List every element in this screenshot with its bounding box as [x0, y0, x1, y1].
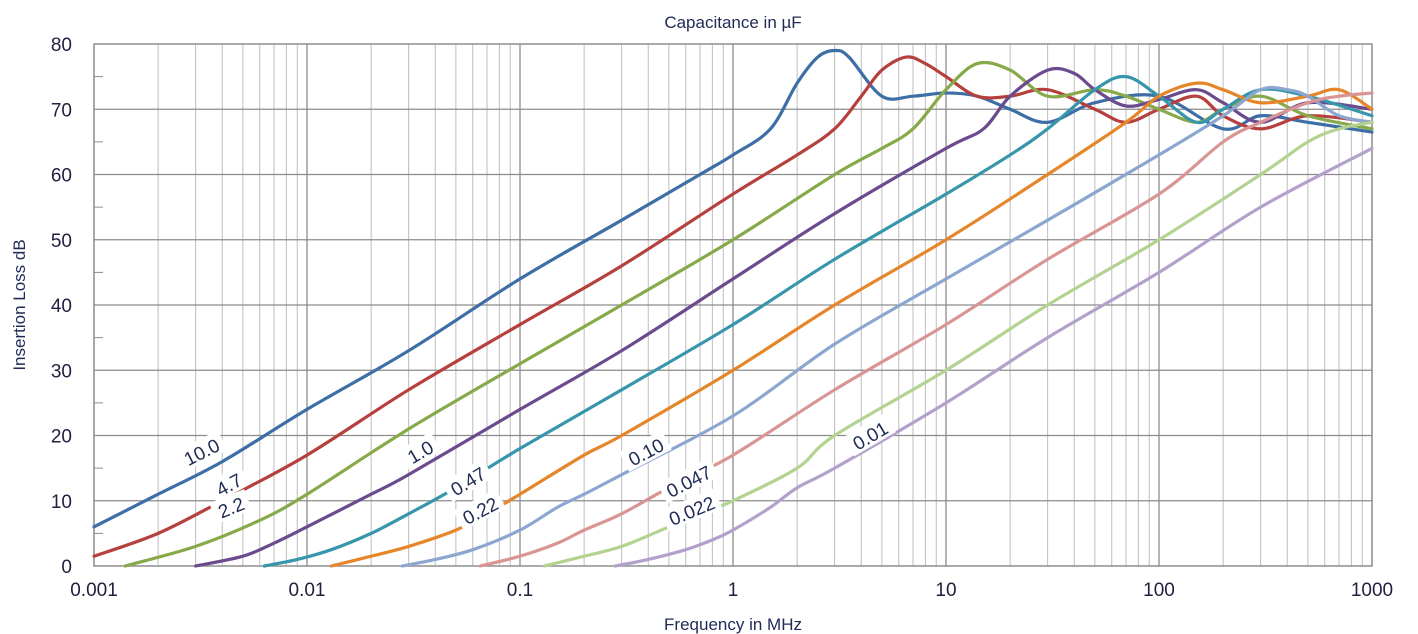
curve-label-background [843, 413, 896, 457]
series-lines [92, 48, 1374, 568]
x-axis-tick-labels: 0.001 0.01 0.1 1 10 100 1000 [70, 580, 1393, 601]
y-axis-title: Insertion Loss dB [10, 239, 29, 370]
y-tick-label: 10 [51, 492, 72, 513]
curve-label-0.10: 0.10 [619, 429, 672, 472]
series-line-10.0 [92, 48, 1374, 529]
series-line-4.7 [92, 55, 1374, 558]
curve-label-1.0: 1.0 [397, 431, 442, 470]
curve-label-background [397, 431, 442, 470]
y-tick-label: 40 [51, 296, 72, 317]
x-tick-label: 0.1 [507, 580, 533, 601]
y-tick-label: 70 [51, 100, 72, 121]
y-tick-label: 30 [51, 361, 72, 382]
series-line-0.01 [613, 146, 1374, 568]
x-tick-label: 1 [728, 580, 739, 601]
y-tick-label: 0 [61, 557, 72, 578]
y-tick-label: 20 [51, 427, 72, 448]
curve-label-background [619, 429, 672, 472]
x-tick-label: 1000 [1351, 580, 1393, 601]
series-line-0.022 [542, 120, 1374, 568]
curve-label-background [657, 457, 720, 504]
curve-label-background [660, 488, 723, 532]
series-line-0.10 [400, 85, 1374, 568]
y-tick-label: 80 [51, 35, 72, 56]
curve-label-background [174, 430, 228, 472]
x-tick-label: 100 [1143, 580, 1175, 601]
curve-label-background [453, 488, 507, 531]
series-line-1.0 [194, 66, 1374, 568]
curve-label-0.01: 0.01 [843, 413, 896, 457]
curve-label-background [209, 489, 253, 524]
y-tick-label: 60 [51, 166, 72, 187]
series-line-0.047 [478, 91, 1374, 568]
y-axis-tick-labels: 0 10 20 30 40 50 60 70 80 [51, 35, 72, 578]
curve-label-background [206, 464, 251, 503]
chart-title: Capacitance in µF [664, 13, 801, 32]
series-line-0.47 [262, 74, 1374, 568]
x-tick-label: 0.01 [289, 580, 326, 601]
curve-label-background [441, 458, 494, 503]
x-tick-label: 0.001 [70, 580, 118, 601]
x-axis-title: Frequency in MHz [664, 615, 802, 634]
x-tick-label: 10 [935, 580, 956, 601]
curve-label-10.0: 10.0 [174, 430, 228, 472]
plot-area-frame [93, 43, 1373, 567]
y-tick-label: 50 [51, 231, 72, 252]
grid [93, 43, 1373, 567]
